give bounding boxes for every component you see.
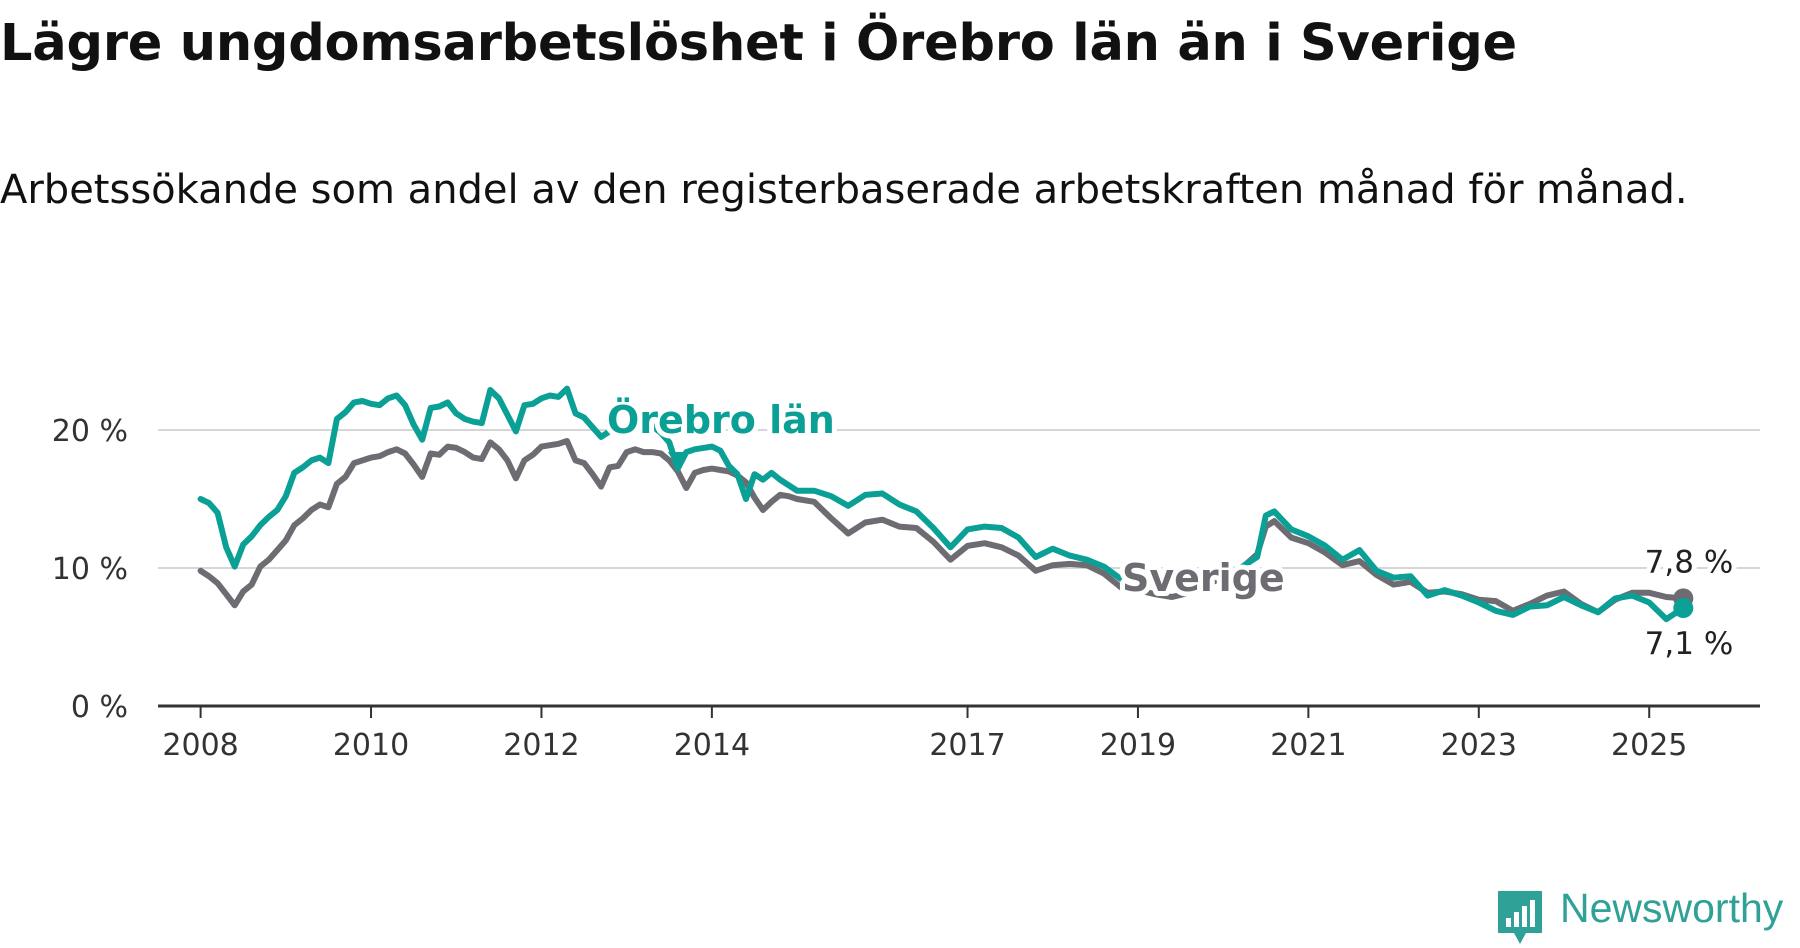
series-label-orebro-lan: Örebro län	[607, 398, 835, 442]
chart-title: Lägre ungdomsarbetslöshet i Örebro län ä…	[0, 14, 1517, 73]
chart-subtitle: Arbetssökande som andel av den registerb…	[0, 167, 1688, 213]
series-labels: Örebro län Sverige 7,8 % 7,1 %	[602, 393, 1738, 667]
end-label-orebro-lan: 7,1 %	[1645, 626, 1734, 662]
x-tick-label: 2014	[674, 728, 750, 763]
newsworthy-logo-icon	[1498, 891, 1542, 944]
x-tick-label: 2023	[1441, 728, 1517, 763]
x-tick-label: 2021	[1270, 728, 1346, 763]
x-tick-label: 2010	[333, 728, 409, 763]
end-label-sverige: 7,8 %	[1645, 544, 1734, 580]
line-chart: 2008 2010 2012 2014 2017 2019 2021 2023 2025 0 %…	[52, 385, 1760, 763]
y-axis: 0 % 10 % 20 %	[52, 414, 128, 725]
x-tick-label: 2012	[503, 728, 579, 763]
x-tick-label: 2019	[1100, 728, 1176, 763]
series-label-sverige: Sverige	[1122, 556, 1285, 600]
end-point	[1673, 598, 1694, 619]
label-pointer-icon	[668, 452, 684, 466]
y-tick-label: 10 %	[52, 552, 128, 587]
series-line-sverige	[197, 438, 1687, 616]
y-tick-label: 0 %	[71, 690, 128, 725]
x-tick-label: 2008	[162, 728, 238, 763]
x-tick-label: 2025	[1611, 728, 1687, 763]
x-axis: 2008 2010 2012 2014 2017 2019 2021 2023 2025	[158, 704, 1760, 763]
series-line-orebro-lan	[197, 385, 1687, 623]
x-tick-label: 2017	[929, 728, 1005, 763]
brand-name: Newsworthy	[1560, 885, 1784, 931]
y-tick-label: 20 %	[52, 414, 128, 449]
series-lines	[197, 385, 1694, 623]
